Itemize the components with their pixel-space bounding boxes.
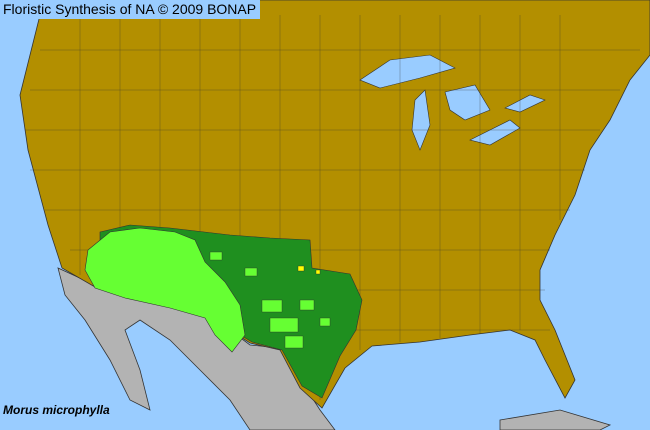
rare-markers <box>297 265 321 275</box>
light-green-patches <box>209 251 331 349</box>
cuba-land <box>499 409 612 430</box>
map-title: Floristic Synthesis of NA © 2009 BONAP <box>0 0 261 19</box>
great-lakes <box>359 54 546 151</box>
range-light-green <box>84 227 246 353</box>
species-name: Morus microphylla <box>3 403 110 417</box>
county-grid <box>25 15 640 400</box>
